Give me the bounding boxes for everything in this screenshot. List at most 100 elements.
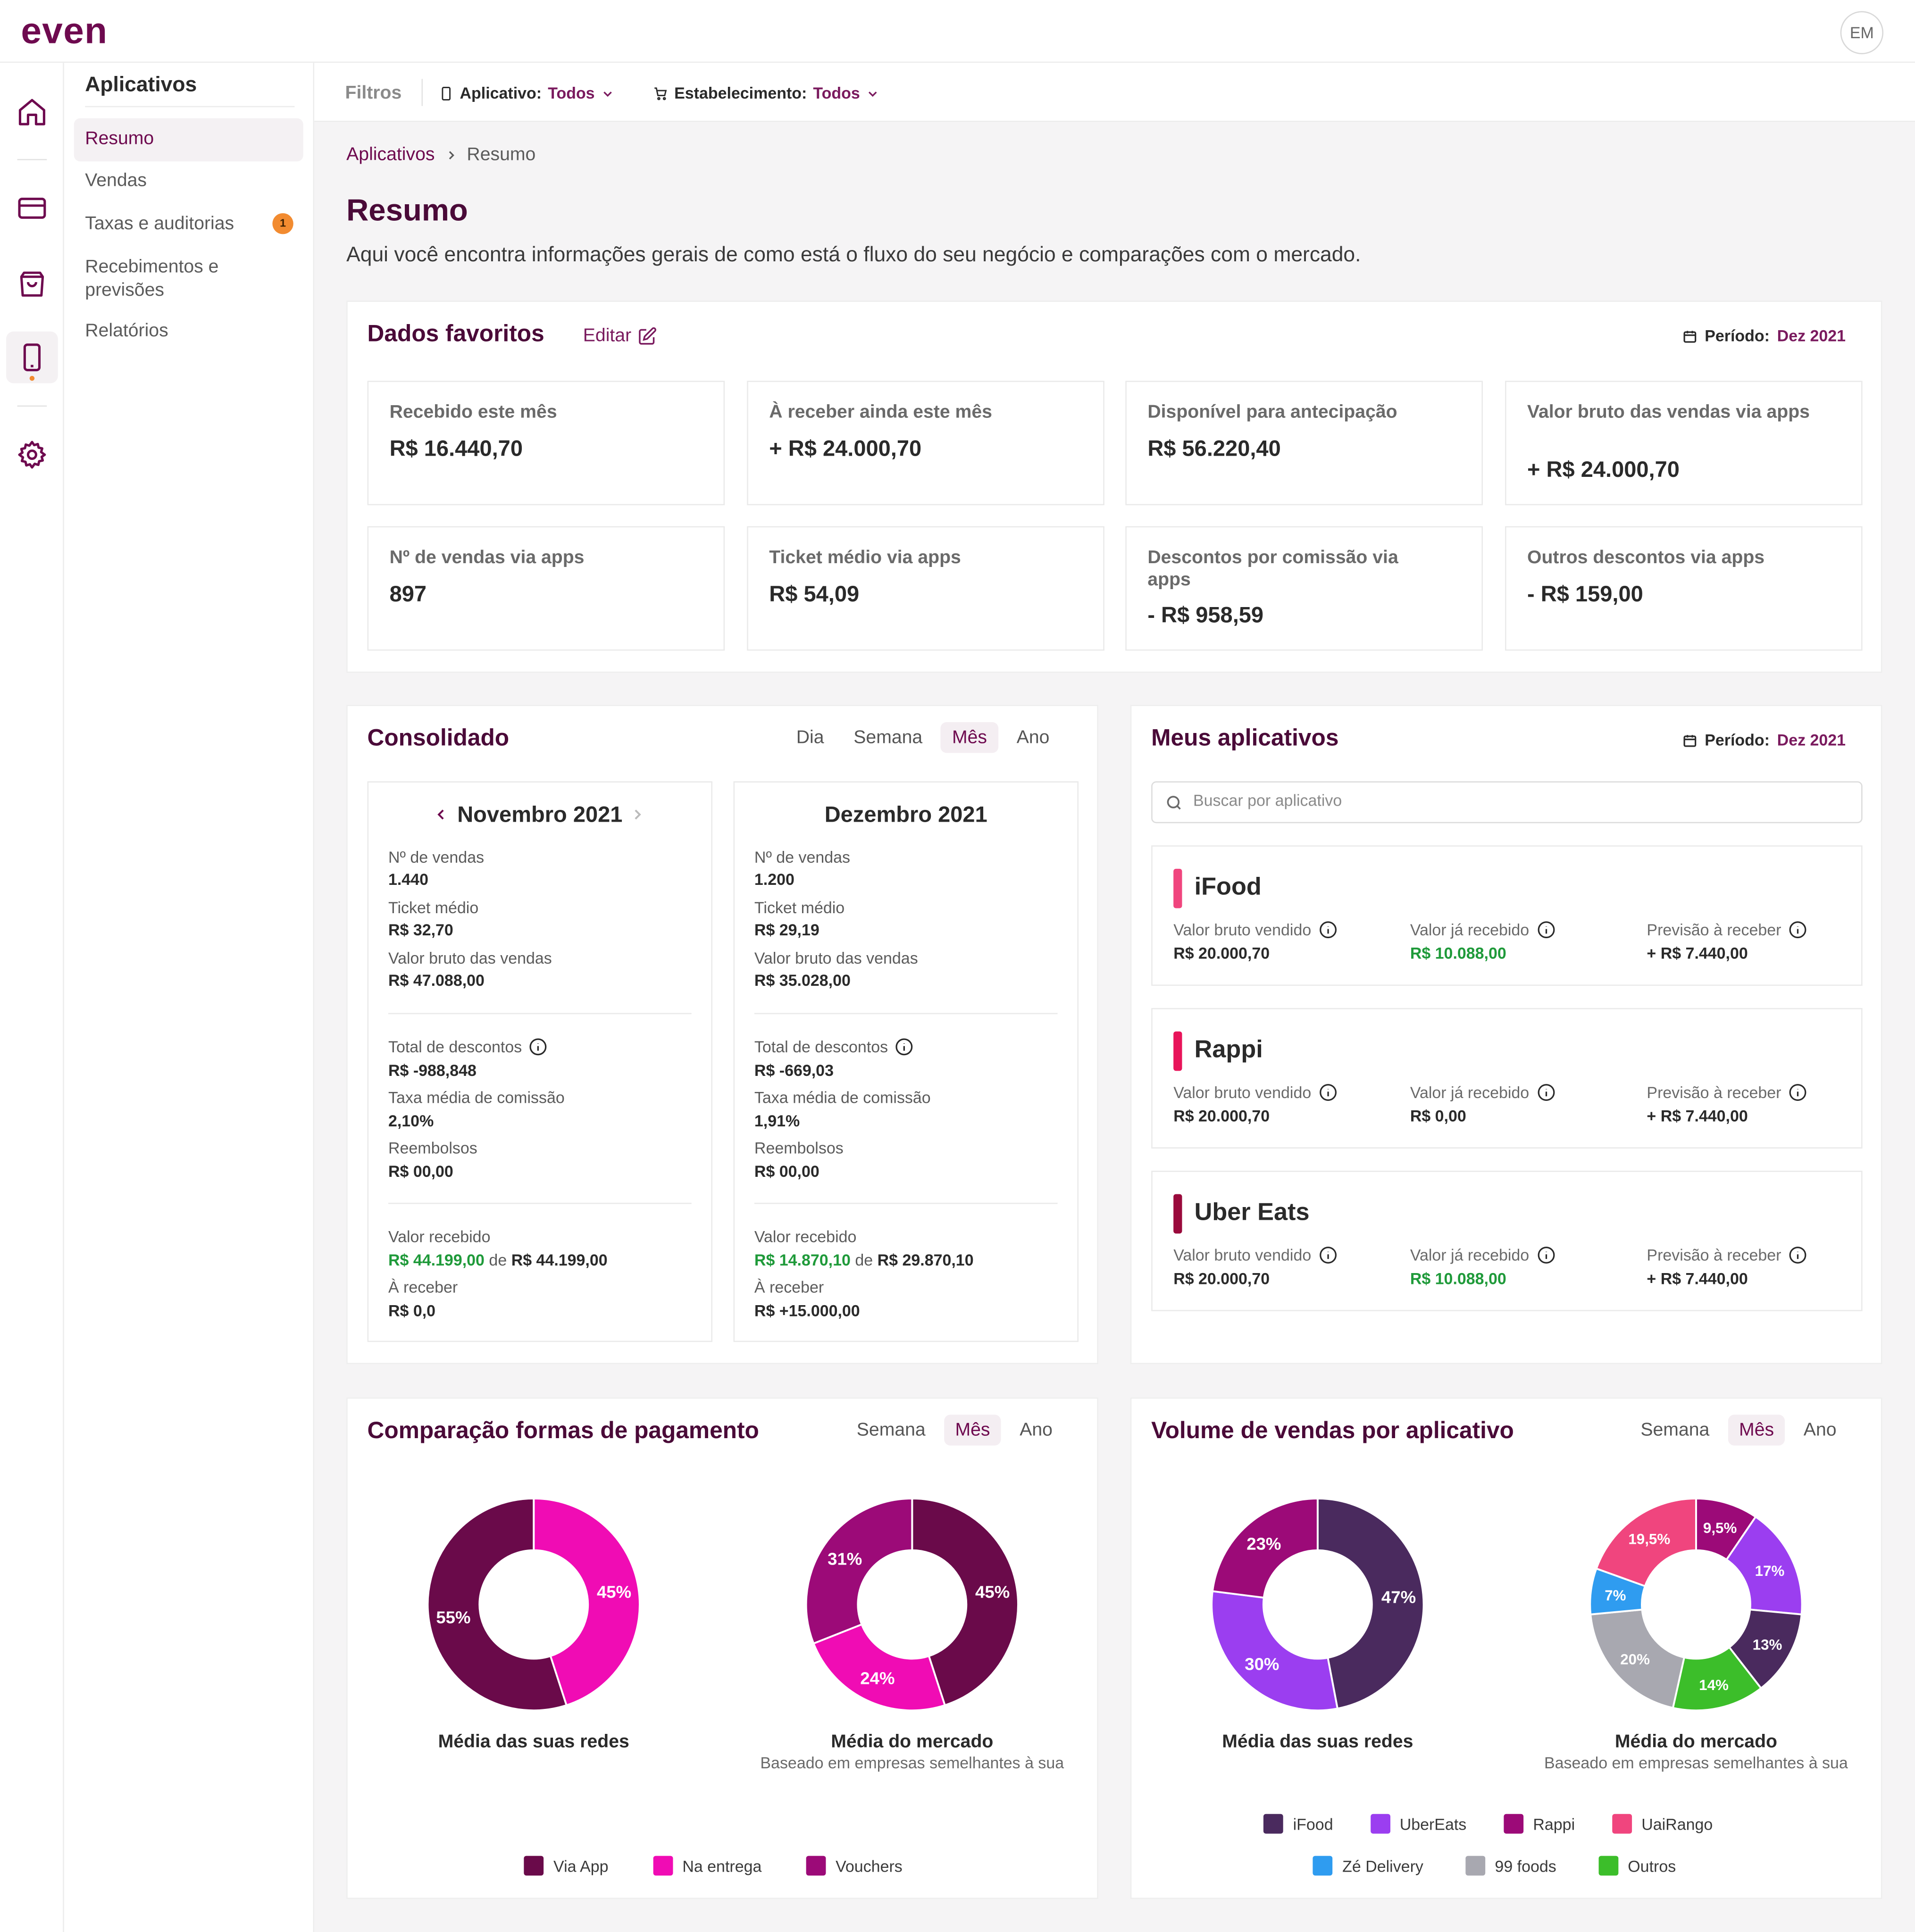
chevron-down-icon [602,91,611,96]
tab-ano[interactable]: Ano [1016,727,1050,748]
donut-slice-ubereats[interactable] [1211,1590,1339,1712]
info-icon[interactable] [1789,1083,1807,1101]
month-title: Dezembro 2021 [824,802,987,827]
caption-subtitle: Baseado em empresas semelhantes à sua [1544,1753,1848,1772]
donut-slice-99-foods[interactable] [1589,1608,1686,1709]
tile-value: 897 [389,582,427,607]
chevron-right-icon[interactable] [630,807,644,822]
sidebar-title: Aplicativos [85,73,197,96]
donut-slice-na-entrega[interactable] [812,1623,946,1712]
app-filter-dropdown[interactable]: Aplicativo: Todos [439,84,613,102]
donut-slice-label: 45% [975,1582,1010,1602]
info-icon[interactable] [1789,1246,1807,1264]
legend-label: Via App [553,1856,609,1875]
rail-cards[interactable] [6,183,58,234]
donut-slice-uairango[interactable] [1595,1497,1697,1588]
tile-value: + R$ 24.000,70 [769,436,922,461]
tile-value: R$ 56.220,40 [1147,436,1281,461]
app-forecast: Previsão à receber + R$ 7.440,00 [1647,1083,1807,1125]
info-icon[interactable] [1789,921,1807,939]
payments-market-caption: Média do mercado Baseado em empresas sem… [740,1732,1085,1772]
app-name: Uber Eats [1194,1199,1310,1226]
metric-label: Reembolsos [388,1139,477,1158]
info-icon[interactable] [1319,1083,1337,1101]
legend-item: Zé Delivery [1313,1856,1423,1876]
donut-slice-label: 17% [1755,1563,1785,1579]
icon-rail [0,63,64,1932]
tile-label: Recebido este mês [389,401,557,423]
legend-label: Vouchers [836,1856,903,1875]
donut-slice-via-app[interactable] [426,1497,568,1712]
col-label: Valor já recebido [1410,1246,1530,1265]
apps-period[interactable]: Período: Dez 2021 [1682,731,1846,749]
tab-semana[interactable]: Semana [1640,1419,1710,1441]
sidebar-item-relatorios[interactable]: Relatórios [74,310,303,353]
metric-value: R$ 35.028,00 [754,971,851,990]
volume-market-donut: 9,5% 17% 13% 14% 20% 7% 19,5% [1589,1497,1803,1712]
favorite-tile: Outros descontos via apps - R$ 159,00 [1505,526,1863,651]
breadcrumb-parent[interactable]: Aplicativos [346,144,435,166]
donut-slice-ubereats[interactable] [1725,1516,1803,1616]
donut-slice-label: 24% [860,1669,895,1688]
legend-item: iFood [1263,1814,1333,1834]
metric-value: R$ -988,848 [388,1061,477,1080]
tab-semana[interactable]: Semana [856,1419,926,1441]
search-input[interactable] [1193,791,1810,810]
info-icon[interactable] [529,1038,548,1056]
favorite-tile: À receber ainda este mês + R$ 24.000,70 [747,381,1104,506]
rail-apps[interactable] [6,331,58,383]
legend-label: UberEats [1399,1815,1467,1833]
tab-ano[interactable]: Ano [1803,1419,1837,1441]
col-label: Previsão à receber [1647,920,1781,939]
sidebar-item-resumo[interactable]: Resumo [74,118,303,161]
app-received: Valor já recebido R$ 10.088,00 [1410,921,1555,963]
brand-logo[interactable]: even [21,11,108,52]
sidebar-item-taxas[interactable]: Taxas e auditorias 1 [74,203,303,246]
donut-slice-ifood[interactable] [1316,1497,1425,1710]
chevron-down-icon [868,91,877,96]
info-icon[interactable] [895,1038,914,1056]
caption-title: Média das suas redes [1222,1731,1413,1753]
tab-semana[interactable]: Semana [853,727,923,748]
info-icon[interactable] [1537,921,1555,939]
tab-mes[interactable]: Mês [1728,1415,1785,1446]
section-sidebar: Aplicativos Resumo Vendas Taxas e audito… [64,63,315,1932]
app-card-rappi[interactable]: Rappi Valor bruto vendido R$ 20.000,70 Va… [1151,1008,1863,1149]
donut-slice-rappi[interactable] [1211,1497,1319,1599]
main-content: Aplicativos Resumo Resumo Aqui você enco… [314,122,1915,1932]
legend-item: 99 foods [1465,1856,1556,1876]
rail-settings[interactable] [6,429,58,481]
sidebar-item-label: Recebimentos e previsões [85,256,219,300]
sidebar-item-recebimentos[interactable]: Recebimentos e previsões [74,247,303,313]
donut-slice-na-entrega[interactable] [533,1497,641,1707]
edit-favorites-button[interactable]: Editar [583,325,657,346]
tab-ano[interactable]: Ano [1020,1419,1053,1441]
period-label: Período: [1705,731,1770,749]
tab-dia[interactable]: Dia [796,727,824,748]
user-avatar[interactable]: EM [1840,11,1884,54]
metric-value: 1,91% [754,1111,800,1130]
app-card-ifood[interactable]: iFood Valor bruto vendido R$ 20.000,70 Va… [1151,845,1863,986]
favorites-period[interactable]: Período: Dez 2021 [1682,326,1846,345]
metric-label: Reembolsos [754,1139,844,1158]
col-value: R$ 10.088,00 [1410,944,1506,963]
rail-shop[interactable] [6,258,58,309]
tab-mes[interactable]: Mês [944,1415,1002,1446]
volume-legend-row-2: Zé Delivery 99 foods Outros [1313,1856,1676,1876]
chevron-left-icon[interactable] [434,807,449,822]
donut-slice-vouchers[interactable] [805,1497,913,1645]
rail-home[interactable] [6,86,58,138]
donut-slice-via-app[interactable] [911,1497,1019,1707]
metric-value: 1.440 [388,870,429,889]
page-title: Resumo [346,193,468,228]
app-card-ubereats[interactable]: Uber Eats Valor bruto vendido R$ 20.000,7… [1151,1170,1863,1311]
tab-mes[interactable]: Mês [941,722,998,753]
info-icon[interactable] [1319,921,1337,939]
info-icon[interactable] [1319,1246,1337,1264]
donut-slice-label: 31% [828,1549,862,1569]
info-icon[interactable] [1537,1083,1555,1101]
sidebar-item-vendas[interactable]: Vendas [74,160,303,203]
info-icon[interactable] [1537,1246,1555,1264]
store-filter-dropdown[interactable]: Estabelecimento: Todos [653,84,878,102]
